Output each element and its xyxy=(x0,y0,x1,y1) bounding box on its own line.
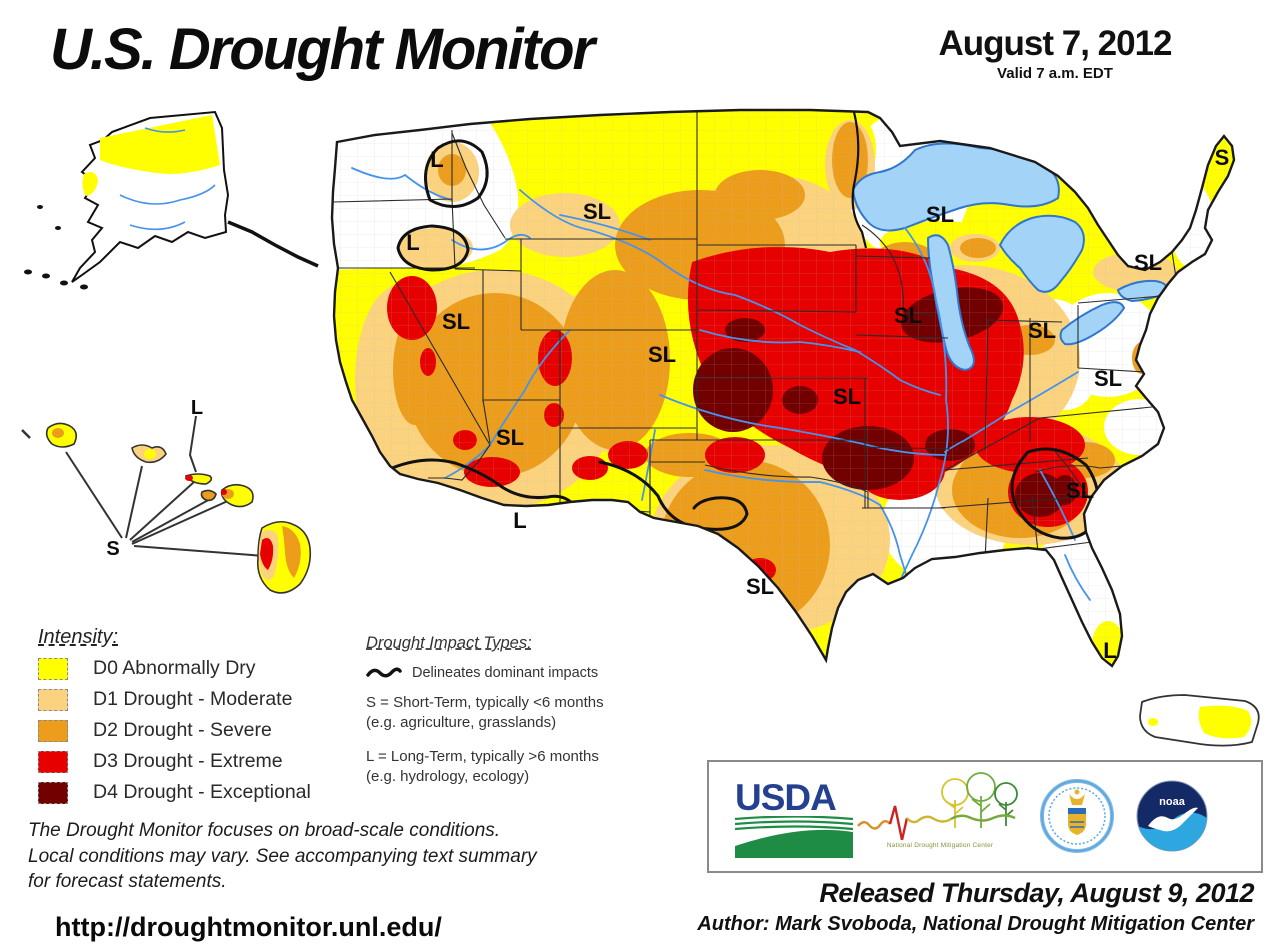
credits-block: Released Thursday, August 9, 2012 Author… xyxy=(560,878,1266,936)
label-il: SL xyxy=(894,303,922,328)
alaska-inset xyxy=(24,110,319,290)
label-mo: SL xyxy=(833,384,861,409)
commerce-seal xyxy=(1040,779,1114,853)
label-az-nm: SL xyxy=(496,425,524,450)
label-mi-up: SL xyxy=(926,202,954,227)
label-me: S xyxy=(1215,145,1230,170)
d2-swatch xyxy=(38,719,68,742)
label-va: SL xyxy=(1094,366,1122,391)
disclaimer: The Drought Monitor focuses on broad-sca… xyxy=(28,820,537,892)
d0-label: D0 Abnormally Dry xyxy=(93,657,256,679)
puerto-rico-inset xyxy=(1139,694,1260,747)
site-url[interactable]: http://droughtmonitor.unl.edu/ xyxy=(55,912,442,942)
d0-swatch xyxy=(38,657,68,680)
label-mt: SL xyxy=(583,199,611,224)
legend-title: Intensity: xyxy=(38,626,119,648)
label-ne-co: SL xyxy=(648,342,676,367)
impact-types-title: Drought Impact Types: xyxy=(366,634,532,652)
legend-row-d0: D0 Abnormally Dry xyxy=(38,657,358,680)
label-fl: L xyxy=(1103,638,1116,663)
rivers xyxy=(351,167,1109,601)
ndmc-graphic xyxy=(857,772,1018,841)
d4-label: D4 Drought - Exceptional xyxy=(93,781,311,803)
label-hi-s: S xyxy=(106,538,119,560)
d2-label: D2 Drought - Severe xyxy=(93,719,272,741)
d1-label: D1 Drought - Moderate xyxy=(93,688,293,710)
legend-row-d1: D1 Drought - Moderate xyxy=(38,688,358,711)
noaa-wordmark: noaa xyxy=(1159,796,1186,808)
intensity-legend: Intensity: D0 Abnormally Dry D1 Drought … xyxy=(38,626,358,812)
delineates-row: Delineates dominant impacts xyxy=(366,665,696,681)
label-nv: SL xyxy=(442,309,470,334)
noaa-logo: noaa xyxy=(1136,780,1208,852)
state-borders xyxy=(332,112,1231,561)
map-valid-time: Valid 7 a.m. EDT xyxy=(997,65,1113,82)
date-block: August 7, 2012 Valid 7 a.m. EDT xyxy=(905,24,1205,82)
label-wa: L xyxy=(430,147,443,172)
d1-swatch xyxy=(38,688,68,711)
legend-row-d2: D2 Drought - Severe xyxy=(38,719,358,742)
agency-logo-box: USDA National Drought Miti xyxy=(707,760,1263,873)
label-ny: SL xyxy=(1134,250,1162,275)
d4-swatch xyxy=(38,781,68,804)
map-date: August 7, 2012 xyxy=(938,24,1172,63)
ndmc-caption: National Drought Mitigation Center xyxy=(886,842,994,849)
delineates-text: Delineates dominant impacts xyxy=(412,665,599,681)
short-term-text: S = Short-Term, typically <6 months (e.g… xyxy=(366,694,604,731)
label-az-s: L xyxy=(513,508,526,533)
d3-swatch xyxy=(38,750,68,773)
legend-row-d3: D3 Drought - Extreme xyxy=(38,750,358,773)
label-or: L xyxy=(406,230,419,255)
squiggle-icon xyxy=(366,667,402,678)
usda-field-graphic xyxy=(734,815,854,858)
d3-label: D3 Drought - Extreme xyxy=(93,750,283,772)
impact-types-block: Drought Impact Types: Delineates dominan… xyxy=(366,634,696,801)
hawaii-inset xyxy=(21,415,312,594)
label-hi-l: L xyxy=(191,397,203,419)
label-oh: SL xyxy=(1028,318,1056,343)
great-lakes xyxy=(851,142,1168,372)
usda-wordmark: USDA xyxy=(735,777,837,818)
ndmc-logo: National Drought Mitigation Center xyxy=(855,770,1025,849)
long-term-text: L = Long-Term, typically >6 months (e.g.… xyxy=(366,748,599,785)
author-line: Author: Mark Svoboda, National Drought M… xyxy=(697,913,1254,935)
legend-row-d4: D4 Drought - Exceptional xyxy=(38,781,358,804)
released-line: Released Thursday, August 9, 2012 xyxy=(819,878,1254,908)
usda-logo: USDA xyxy=(734,777,857,860)
label-tx: SL xyxy=(746,574,774,599)
impact-labels: L SL SL L SL SL SL SL SL L SL SL L S SL … xyxy=(106,145,1229,663)
page-title: U.S. Drought Monitor xyxy=(50,17,595,82)
label-ga: SL xyxy=(1066,478,1094,503)
